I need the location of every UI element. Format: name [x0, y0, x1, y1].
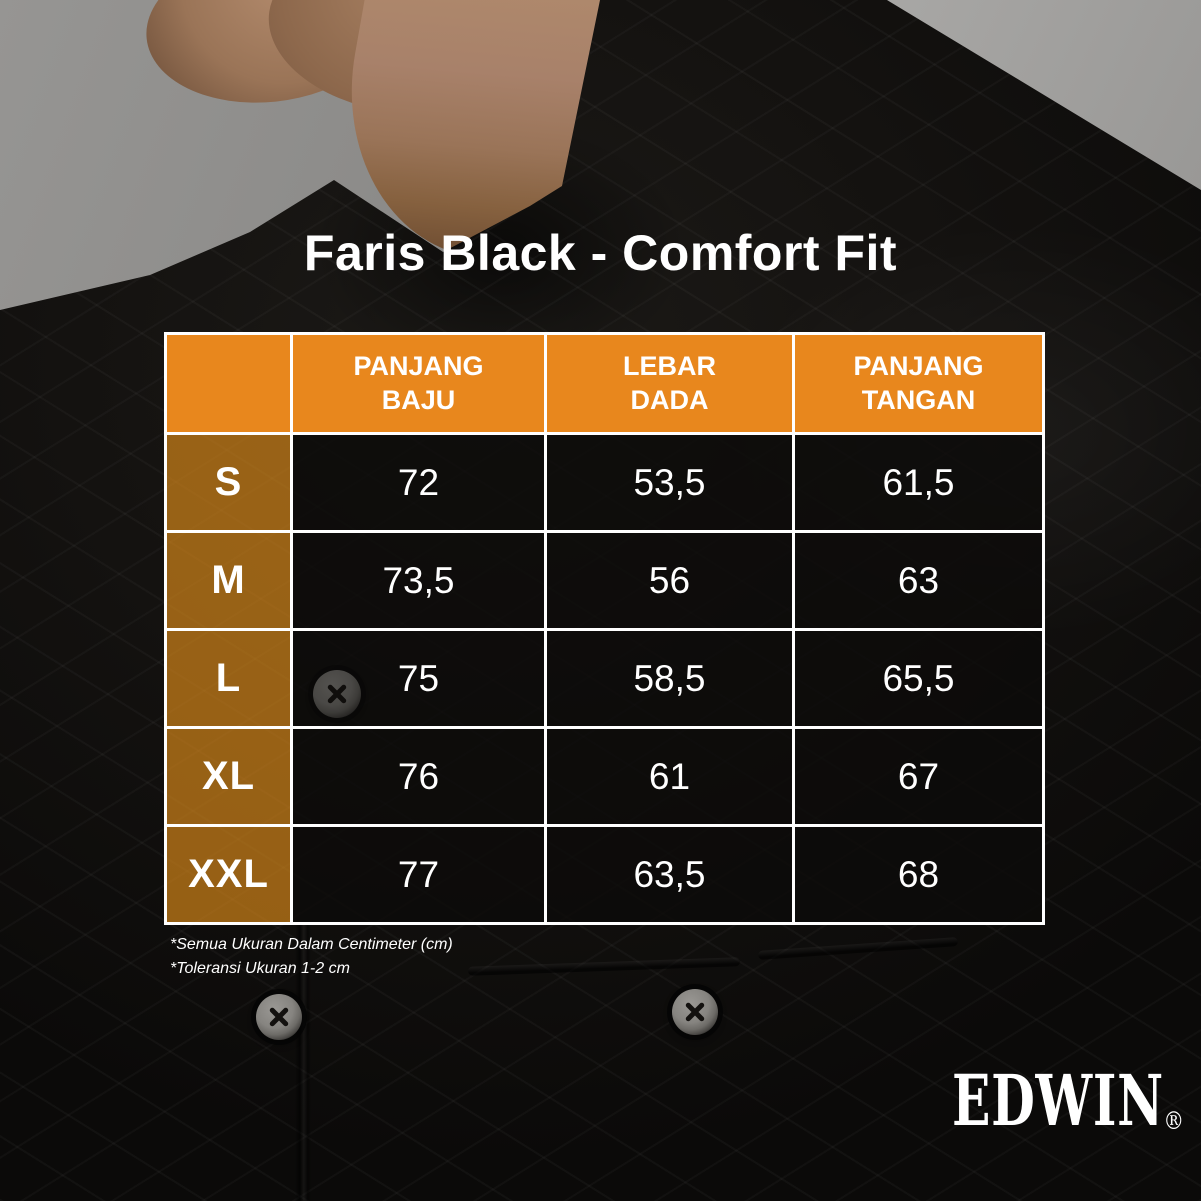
table-row-xxl: XXL 77 63,5 68 — [164, 824, 1045, 925]
table-row-l: L 75 58,5 65,5 — [164, 628, 1045, 729]
value-cell: 61 — [544, 726, 795, 827]
value-cell: 53,5 — [544, 432, 795, 533]
value-cell: 76 — [290, 726, 547, 827]
value-cell: 58,5 — [544, 628, 795, 729]
value-cell: 68 — [792, 824, 1045, 925]
column-header-lebar-dada: LEBAR DADA — [544, 332, 795, 435]
size-label: XL — [164, 726, 293, 827]
header-row: PANJANG BAJU LEBAR DADA PANJANG TANGAN — [164, 332, 1045, 435]
table-row-xl: XL 76 61 67 — [164, 726, 1045, 827]
size-label: L — [164, 628, 293, 729]
page-title: Faris Black - Comfort Fit — [303, 225, 898, 281]
shirt-button — [313, 670, 361, 718]
value-cell: 61,5 — [792, 432, 1045, 533]
shirt-placket-seam — [295, 924, 311, 1201]
value-cell: 63 — [792, 530, 1045, 631]
size-label: S — [164, 432, 293, 533]
value-cell: 77 — [290, 824, 547, 925]
value-cell: 56 — [544, 530, 795, 631]
value-cell: 67 — [792, 726, 1045, 827]
shirt-button — [672, 989, 718, 1035]
value-cell: 72 — [290, 432, 547, 533]
brand-logo-text: EDWIN — [952, 1059, 1164, 1142]
size-chart-table: PANJANG BAJU LEBAR DADA PANJANG TANGAN S… — [164, 332, 1045, 925]
brand-logo: EDWIN® — [952, 1066, 1184, 1152]
table-row-m: M 73,5 56 63 — [164, 530, 1045, 631]
corner-cell — [164, 332, 293, 435]
value-cell: 73,5 — [290, 530, 547, 631]
value-cell: 63,5 — [544, 824, 795, 925]
registered-trademark-icon: ® — [1163, 1107, 1186, 1135]
footnotes: *Semua Ukuran Dalam Centimeter (cm) *Tol… — [170, 933, 453, 981]
size-label: XXL — [164, 824, 293, 925]
note-tolerance: *Toleransi Ukuran 1-2 cm — [170, 960, 350, 977]
value-cell: 65,5 — [792, 628, 1045, 729]
column-header-panjang-tangan: PANJANG TANGAN — [792, 332, 1045, 435]
note-units: *Semua Ukuran Dalam Centimeter (cm) — [170, 936, 453, 953]
column-header-panjang-baju: PANJANG BAJU — [290, 332, 547, 435]
size-label: M — [164, 530, 293, 631]
shirt-button — [256, 994, 302, 1040]
table-row-s: S 72 53,5 61,5 — [164, 432, 1045, 533]
